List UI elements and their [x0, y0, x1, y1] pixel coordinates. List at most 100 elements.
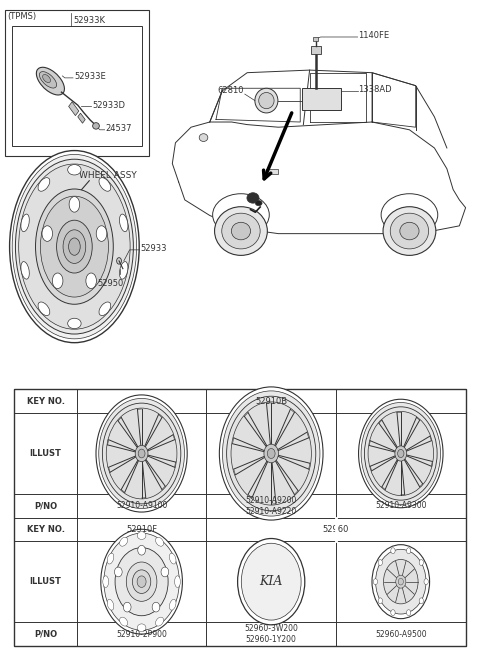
Ellipse shape	[137, 624, 146, 631]
Ellipse shape	[267, 448, 275, 458]
Ellipse shape	[104, 533, 180, 630]
Ellipse shape	[213, 193, 269, 236]
Bar	[14, 389, 466, 646]
Ellipse shape	[120, 537, 128, 546]
Ellipse shape	[397, 449, 404, 458]
Text: KEY NO.: KEY NO.	[26, 525, 65, 534]
Ellipse shape	[93, 123, 99, 129]
Ellipse shape	[36, 67, 64, 95]
Ellipse shape	[381, 193, 438, 236]
Ellipse shape	[96, 226, 107, 241]
Ellipse shape	[169, 599, 176, 610]
Ellipse shape	[138, 545, 145, 555]
Ellipse shape	[101, 530, 182, 634]
Text: P/NO: P/NO	[34, 630, 57, 639]
Bar	[311, 46, 321, 54]
Ellipse shape	[419, 598, 423, 604]
Bar	[12, 26, 142, 146]
Text: 52910-A9300: 52910-A9300	[375, 501, 427, 510]
Text: 52933D: 52933D	[92, 101, 125, 110]
Ellipse shape	[102, 403, 181, 504]
Ellipse shape	[241, 543, 301, 620]
Ellipse shape	[152, 602, 160, 612]
Ellipse shape	[120, 262, 128, 279]
Ellipse shape	[364, 407, 437, 500]
Ellipse shape	[231, 222, 251, 239]
Text: 52910F: 52910F	[126, 525, 157, 534]
Text: 1338AD: 1338AD	[359, 85, 392, 94]
Ellipse shape	[368, 411, 433, 496]
Ellipse shape	[390, 213, 429, 249]
Bar	[266, 169, 278, 174]
Ellipse shape	[384, 559, 418, 604]
Ellipse shape	[43, 75, 50, 82]
Ellipse shape	[39, 71, 57, 88]
Text: 52950: 52950	[97, 279, 123, 288]
Ellipse shape	[63, 230, 86, 263]
Ellipse shape	[398, 578, 403, 585]
Ellipse shape	[57, 220, 92, 273]
Ellipse shape	[40, 196, 108, 297]
Ellipse shape	[107, 599, 114, 610]
Ellipse shape	[376, 549, 426, 614]
Ellipse shape	[169, 553, 176, 564]
Text: ILLUST: ILLUST	[30, 449, 61, 458]
Ellipse shape	[255, 201, 262, 206]
Bar	[5, 10, 149, 156]
Ellipse shape	[99, 398, 184, 509]
Text: 52910-A9200
52910-A9220: 52910-A9200 52910-A9220	[245, 496, 297, 516]
Ellipse shape	[103, 576, 108, 587]
Text: 52933E: 52933E	[74, 72, 106, 81]
Ellipse shape	[96, 395, 187, 512]
Ellipse shape	[69, 238, 80, 255]
Text: WHEEL ASSY: WHEEL ASSY	[79, 171, 137, 180]
Ellipse shape	[407, 548, 411, 554]
Ellipse shape	[21, 214, 29, 232]
Text: 24537: 24537	[106, 124, 132, 133]
Ellipse shape	[156, 617, 164, 626]
Ellipse shape	[12, 154, 137, 339]
Ellipse shape	[120, 617, 128, 626]
Ellipse shape	[123, 602, 131, 612]
Ellipse shape	[400, 222, 419, 239]
Ellipse shape	[42, 226, 53, 241]
Ellipse shape	[107, 553, 114, 564]
Text: 52933K: 52933K	[73, 16, 105, 25]
Text: 52960-A9500: 52960-A9500	[375, 630, 427, 639]
Ellipse shape	[99, 302, 111, 315]
Text: (TPMS): (TPMS)	[7, 12, 36, 21]
Ellipse shape	[395, 446, 407, 461]
Bar	[69, 102, 79, 116]
Ellipse shape	[227, 397, 316, 511]
Ellipse shape	[120, 214, 128, 232]
Bar	[302, 88, 341, 110]
Text: 52933: 52933	[141, 244, 167, 253]
Text: 52960: 52960	[323, 525, 349, 534]
Ellipse shape	[222, 213, 260, 249]
Ellipse shape	[396, 575, 406, 588]
Ellipse shape	[231, 402, 312, 505]
Text: 52960-3W200
52960-1Y200: 52960-3W200 52960-1Y200	[244, 624, 298, 644]
Ellipse shape	[264, 444, 278, 463]
Text: 52910B: 52910B	[255, 397, 287, 406]
Ellipse shape	[175, 576, 180, 587]
Ellipse shape	[419, 559, 423, 565]
Ellipse shape	[38, 302, 50, 315]
Ellipse shape	[378, 559, 383, 565]
Ellipse shape	[238, 539, 305, 625]
Text: KEY NO.: KEY NO.	[26, 397, 65, 406]
Ellipse shape	[15, 159, 133, 334]
Ellipse shape	[255, 88, 278, 113]
Ellipse shape	[247, 193, 259, 203]
Ellipse shape	[86, 273, 96, 289]
Ellipse shape	[222, 391, 320, 516]
Text: P/NO: P/NO	[34, 501, 57, 510]
Text: 52910-2P900: 52910-2P900	[116, 630, 167, 639]
Ellipse shape	[132, 570, 151, 593]
Ellipse shape	[106, 408, 177, 499]
Ellipse shape	[156, 537, 164, 546]
Ellipse shape	[407, 609, 411, 615]
Ellipse shape	[424, 579, 428, 585]
Ellipse shape	[361, 402, 441, 504]
Ellipse shape	[69, 197, 80, 212]
